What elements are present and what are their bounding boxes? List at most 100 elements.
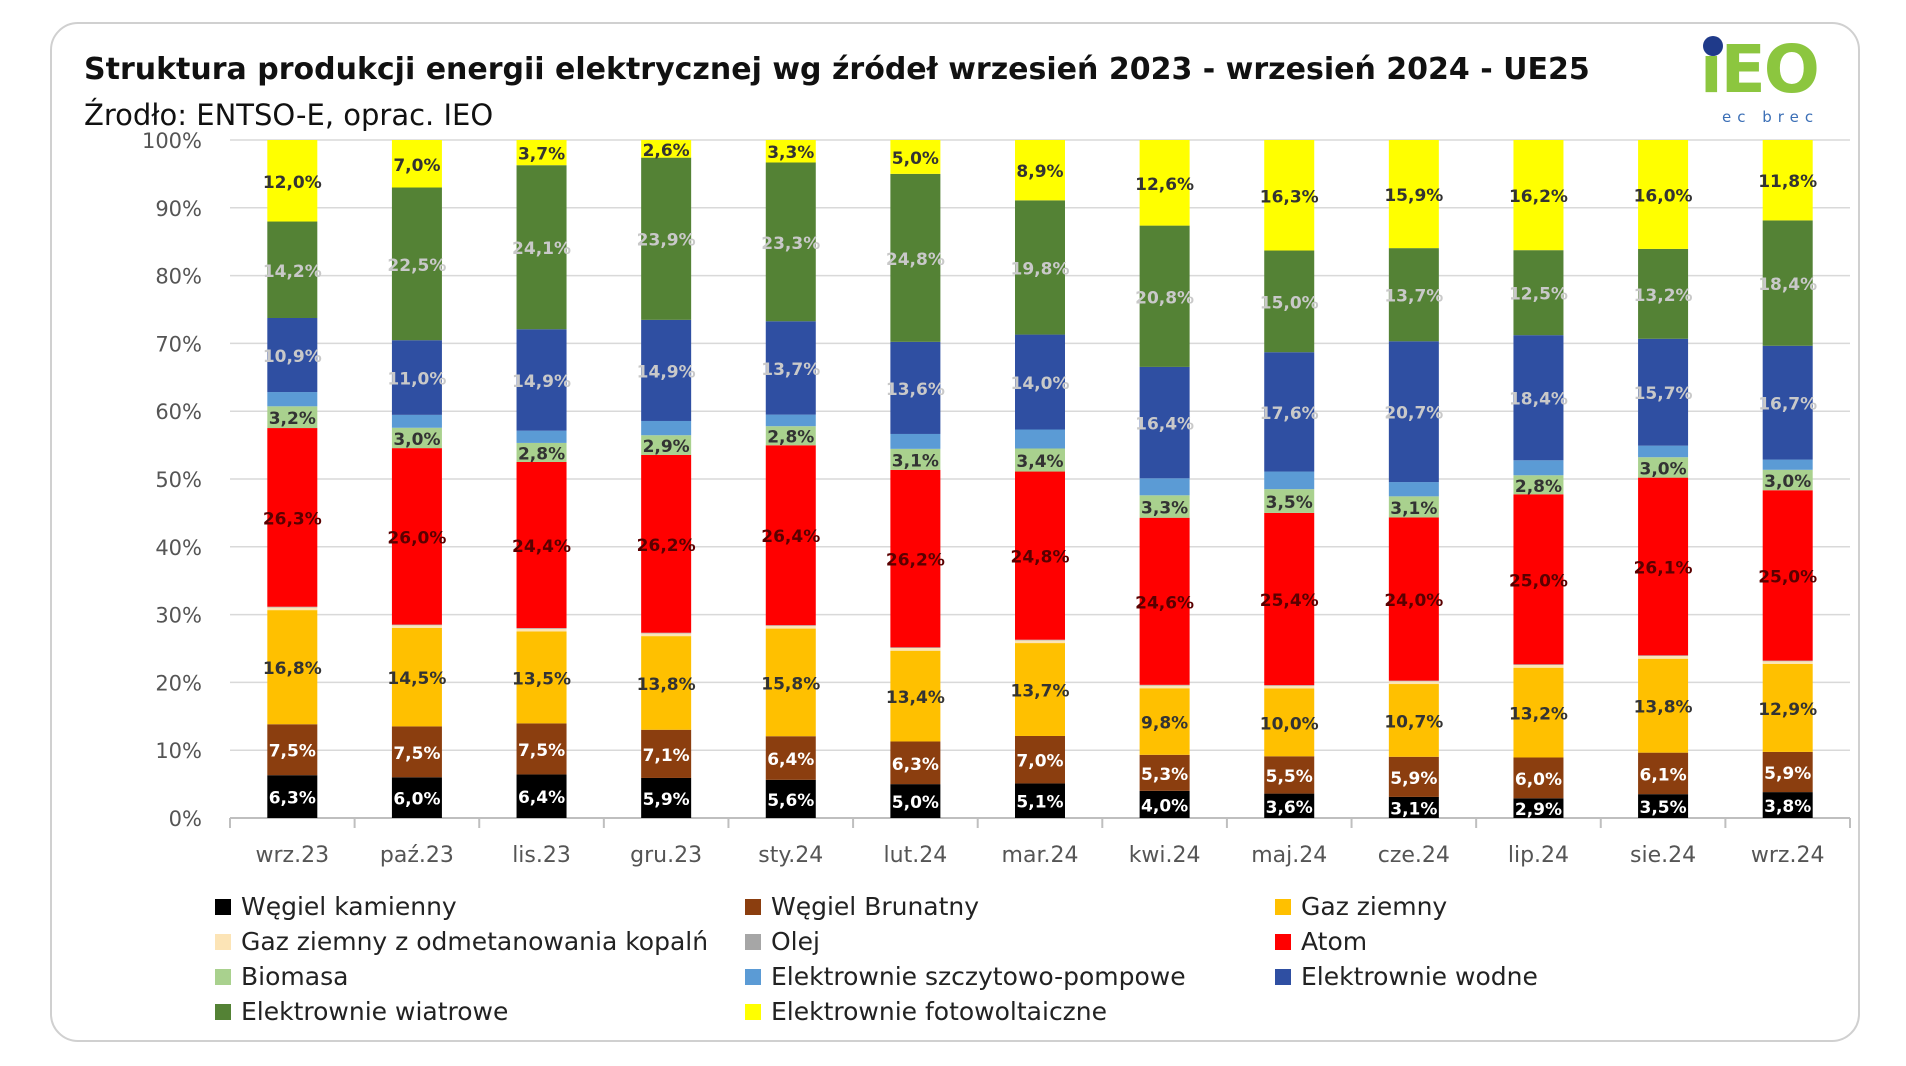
data-label: 3,2% (269, 409, 316, 429)
data-label: 20,8% (1135, 288, 1194, 308)
data-label: 5,1% (1016, 793, 1063, 813)
data-label: 16,7% (1758, 395, 1817, 415)
data-label: 3,5% (1639, 798, 1686, 818)
bar-segment (641, 421, 691, 435)
bar-segment (1513, 460, 1563, 475)
data-label: 3,6% (1266, 798, 1313, 818)
bar-segment (1264, 686, 1314, 689)
bar-segment (517, 431, 567, 443)
data-label: 3,0% (393, 430, 440, 450)
x-tick-label: sty.24 (758, 843, 823, 868)
data-label: 5,5% (1266, 767, 1313, 787)
data-label: 14,9% (512, 372, 571, 392)
chart-legend: Węgiel kamienny Węgiel Brunatny Gaz ziemny… (215, 892, 1775, 1032)
data-label: 14,5% (387, 669, 446, 689)
data-label: 15,0% (1260, 293, 1319, 313)
data-label: 3,0% (1639, 459, 1686, 479)
data-label: 6,1% (1639, 765, 1686, 785)
data-label: 10,7% (1384, 712, 1443, 732)
y-tick-label: 50% (155, 468, 202, 492)
data-label: 19,8% (1011, 259, 1070, 279)
data-label: 10,0% (1260, 714, 1319, 734)
bar-segment (1638, 656, 1688, 659)
y-tick-label: 40% (155, 536, 202, 560)
legend-label: Gaz ziemny z odmetanowania kopalń (241, 927, 708, 956)
legend-item: Atom (1275, 927, 1367, 956)
x-tick-label: cze.24 (1378, 843, 1450, 868)
data-label: 11,8% (1758, 172, 1817, 192)
data-label: 26,0% (387, 528, 446, 548)
data-label: 16,8% (263, 659, 322, 679)
bar-segment (1763, 661, 1813, 662)
data-label: 5,9% (1390, 769, 1437, 789)
data-label: 26,1% (1634, 558, 1693, 578)
x-tick-label: kwi.24 (1129, 843, 1201, 868)
data-label: 25,4% (1260, 591, 1319, 611)
data-label: 5,0% (892, 793, 939, 813)
bar-segment (1389, 482, 1439, 496)
data-label: 25,0% (1758, 567, 1817, 587)
data-label: 13,8% (1634, 698, 1693, 718)
data-label: 23,9% (637, 231, 696, 251)
data-label: 6,0% (393, 790, 440, 810)
data-label: 13,8% (637, 675, 696, 695)
data-label: 3,1% (1390, 799, 1437, 819)
bar-segment (1763, 661, 1813, 664)
data-label: 3,1% (892, 451, 939, 471)
data-label: 3,7% (518, 145, 565, 165)
data-label: 3,3% (1141, 499, 1188, 519)
data-label: 14,0% (1011, 374, 1070, 394)
data-label: 15,7% (1634, 384, 1693, 404)
legend-item: Węgiel Brunatny (745, 892, 979, 921)
legend-label: Olej (771, 927, 820, 956)
data-label: 24,1% (512, 239, 571, 259)
data-label: 2,9% (1515, 800, 1562, 820)
data-label: 24,6% (1135, 593, 1194, 613)
data-label: 3,8% (1764, 797, 1811, 817)
bar-segment (890, 648, 940, 651)
y-tick-label: 60% (155, 400, 202, 424)
data-label: 5,9% (643, 790, 690, 810)
y-tick-label: 90% (155, 197, 202, 221)
data-label: 13,7% (1384, 287, 1443, 307)
legend-swatch (745, 934, 761, 950)
data-label: 3,4% (1016, 452, 1063, 472)
data-label: 2,8% (1515, 477, 1562, 497)
legend-swatch (1275, 969, 1291, 985)
legend-item: Gaz ziemny (1275, 892, 1447, 921)
legend-label: Węgiel Brunatny (771, 892, 979, 921)
data-label: 22,5% (387, 256, 446, 276)
legend-label: Elektrownie szczytowo-pompowe (771, 962, 1186, 991)
data-label: 13,2% (1634, 286, 1693, 306)
legend-item: Elektrownie szczytowo-pompowe (745, 962, 1186, 991)
bar-segment (1015, 640, 1065, 641)
bar-segment (267, 392, 317, 406)
data-label: 14,2% (263, 262, 322, 282)
bar-segment (766, 626, 816, 629)
bar-segment (766, 625, 816, 626)
data-label: 11,0% (387, 370, 446, 390)
data-label: 24,8% (1011, 548, 1070, 568)
data-label: 24,8% (886, 250, 945, 270)
x-tick-label: maj.24 (1251, 843, 1327, 868)
data-label: 13,4% (886, 688, 945, 708)
legend-label: Biomasa (241, 962, 348, 991)
data-label: 12,0% (263, 173, 322, 193)
data-label: 26,2% (637, 536, 696, 556)
data-label: 10,9% (263, 347, 322, 367)
bar-segment (1140, 685, 1190, 686)
bar-segment (641, 633, 691, 636)
data-label: 12,6% (1135, 175, 1194, 195)
x-tick-label: paź.23 (380, 843, 454, 868)
data-label: 17,6% (1260, 404, 1319, 424)
x-tick-label: wrz.24 (1751, 843, 1825, 868)
bar-segment (392, 625, 442, 626)
x-tick-label: sie.24 (1630, 843, 1696, 868)
bar-segment (1513, 665, 1563, 668)
data-label: 3,1% (1390, 499, 1437, 519)
legend-label: Elektrownie wodne (1301, 962, 1538, 991)
data-label: 7,5% (518, 741, 565, 761)
bar-segment (641, 633, 691, 634)
legend-swatch (215, 1004, 231, 1020)
y-tick-label: 80% (155, 265, 202, 289)
